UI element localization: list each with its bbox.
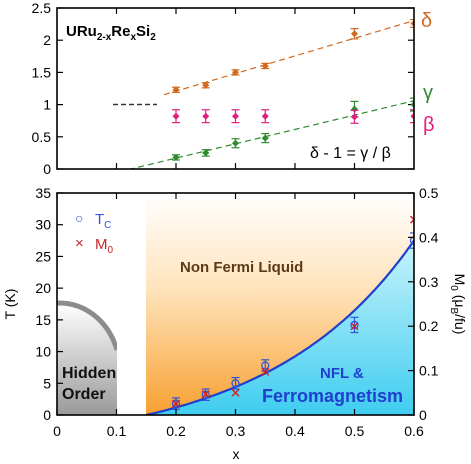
hidden-order-gap: [117, 193, 146, 415]
beta-point: [232, 112, 239, 120]
fit-line-delta: [163, 20, 414, 96]
x-axis-title: x: [233, 446, 240, 462]
gamma-point: [172, 153, 180, 161]
top-y-tick-labels: 0 0.5 1 1.5 2 2.5: [32, 0, 52, 177]
bottom-left-y-tick-label: 0: [43, 407, 51, 423]
bottom-data-points: [171, 203, 414, 410]
top-plot-frame: [56, 7, 415, 170]
bottom-left-y-tick-label: 25: [35, 248, 51, 264]
delta-point: [410, 19, 414, 27]
top-data-points: [172, 18, 414, 161]
beta-point: [261, 112, 269, 120]
bottom-right-y-tick-label: 0.5: [419, 185, 439, 201]
delta-point: [261, 62, 269, 70]
beta-point: [410, 112, 414, 120]
legend-tc-marker: ○: [75, 210, 83, 226]
tc-point: [171, 399, 181, 408]
fm-region-label-line2: Ferromagnetism: [262, 386, 403, 406]
bottom-x-tick-label: 0.6: [404, 423, 424, 439]
m0-point: [201, 390, 210, 399]
gamma-series-label: γ: [423, 82, 433, 104]
beta-point: [172, 112, 180, 120]
bottom-x-tick-label: 0.4: [285, 423, 305, 439]
bottom-left-y-tick-label: 20: [35, 280, 51, 296]
top-y-tick-label: 1.5: [32, 64, 52, 80]
top-y-tick-label: 1: [43, 97, 51, 113]
m0-point: [231, 388, 240, 397]
legend-tc-label: TC: [95, 211, 111, 231]
hidden-order-dome: [57, 302, 117, 415]
tc-point: [231, 379, 240, 388]
legend-m0-label: M0: [95, 236, 114, 256]
hidden-order-boundary: [57, 300, 120, 351]
bottom-panel: 0 5 10 15 20 25 30 35 0 0.1 0.2 0.3 0.4 0.5 0 0.1 0.2 0.3…: [2, 185, 468, 462]
bottom-left-y-tick-label: 15: [35, 312, 51, 328]
gamma-point: [261, 134, 269, 142]
delta-point: [202, 81, 210, 89]
relation-annotation: δ - 1 = γ / β: [310, 145, 391, 162]
beta-series-label: β: [423, 114, 435, 136]
hidden-order-label-line2: Order: [62, 386, 106, 403]
bottom-right-y-tick-label: 0.4: [419, 229, 439, 245]
bottom-plot-frame: [56, 192, 415, 416]
m0-point: [410, 215, 414, 224]
beta-point: [351, 113, 358, 121]
top-y-tick-label: 0: [43, 161, 51, 177]
top-y-tick-label: 2: [43, 32, 51, 48]
m0-point: [261, 367, 270, 376]
tc-point: [261, 361, 270, 370]
ferromagnetism-region: [146, 240, 414, 415]
m0-point: [350, 322, 359, 331]
bottom-x-tick-label: 0: [53, 423, 61, 439]
fit-line-gamma: [128, 100, 414, 169]
legend-m0-marker: ×: [75, 235, 84, 252]
nfl-region-label: Non Fermi Liquid: [180, 259, 303, 276]
bottom-x-tick-label: 0.1: [107, 423, 127, 439]
top-y-tick-label: 2.5: [32, 0, 52, 16]
delta-point: [351, 30, 358, 38]
bottom-left-y-tick-label: 5: [43, 375, 51, 391]
bottom-left-y-tick-label: 30: [35, 217, 51, 233]
gamma-point: [410, 101, 414, 109]
tc-point: [350, 320, 359, 330]
delta-point: [232, 68, 239, 76]
bottom-right-y-tick-label: 0.3: [419, 274, 439, 290]
bottom-tick-labels: 0 5 10 15 20 25 30 35 0 0.1 0.2 0.3 0.4 0.5 0 0.1 0.2 0.3…: [35, 185, 438, 439]
bottom-left-y-tick-label: 35: [35, 185, 51, 201]
beta-point: [202, 112, 210, 120]
tc-point: [409, 236, 414, 245]
right-y-axis-title: M0 (μB/fu): [448, 274, 468, 335]
fm-region-label-line1: NFL &: [320, 365, 364, 382]
delta-point: [172, 86, 180, 94]
top-y-tick-label: 0.5: [32, 129, 52, 145]
tc-point: [201, 390, 210, 399]
bottom-left-y-tick-label: 10: [35, 344, 51, 360]
top-compound-title: URu2-xRexSi2: [66, 23, 156, 43]
tc-fit-curve: [146, 239, 414, 415]
gamma-point: [202, 149, 210, 157]
delta-series-label: δ: [421, 10, 432, 32]
m0-point: [172, 399, 180, 408]
bottom-right-y-tick-label: 0.2: [419, 318, 439, 334]
bottom-x-tick-label: 0.5: [345, 423, 365, 439]
hidden-order-label-line1: Hidden: [62, 365, 116, 382]
gamma-point: [232, 139, 239, 147]
bottom-x-tick-label: 0.2: [166, 423, 186, 439]
top-panel: 00.511.522.5 URu2-xRexSi2 δ - 1 = γ / β …: [32, 0, 435, 177]
left-y-axis-title: T (K): [2, 289, 18, 320]
bottom-right-y-tick-label: 0: [419, 407, 427, 423]
bottom-x-tick-label: 0.3: [226, 423, 246, 439]
bottom-right-y-tick-label: 0.1: [419, 363, 439, 379]
